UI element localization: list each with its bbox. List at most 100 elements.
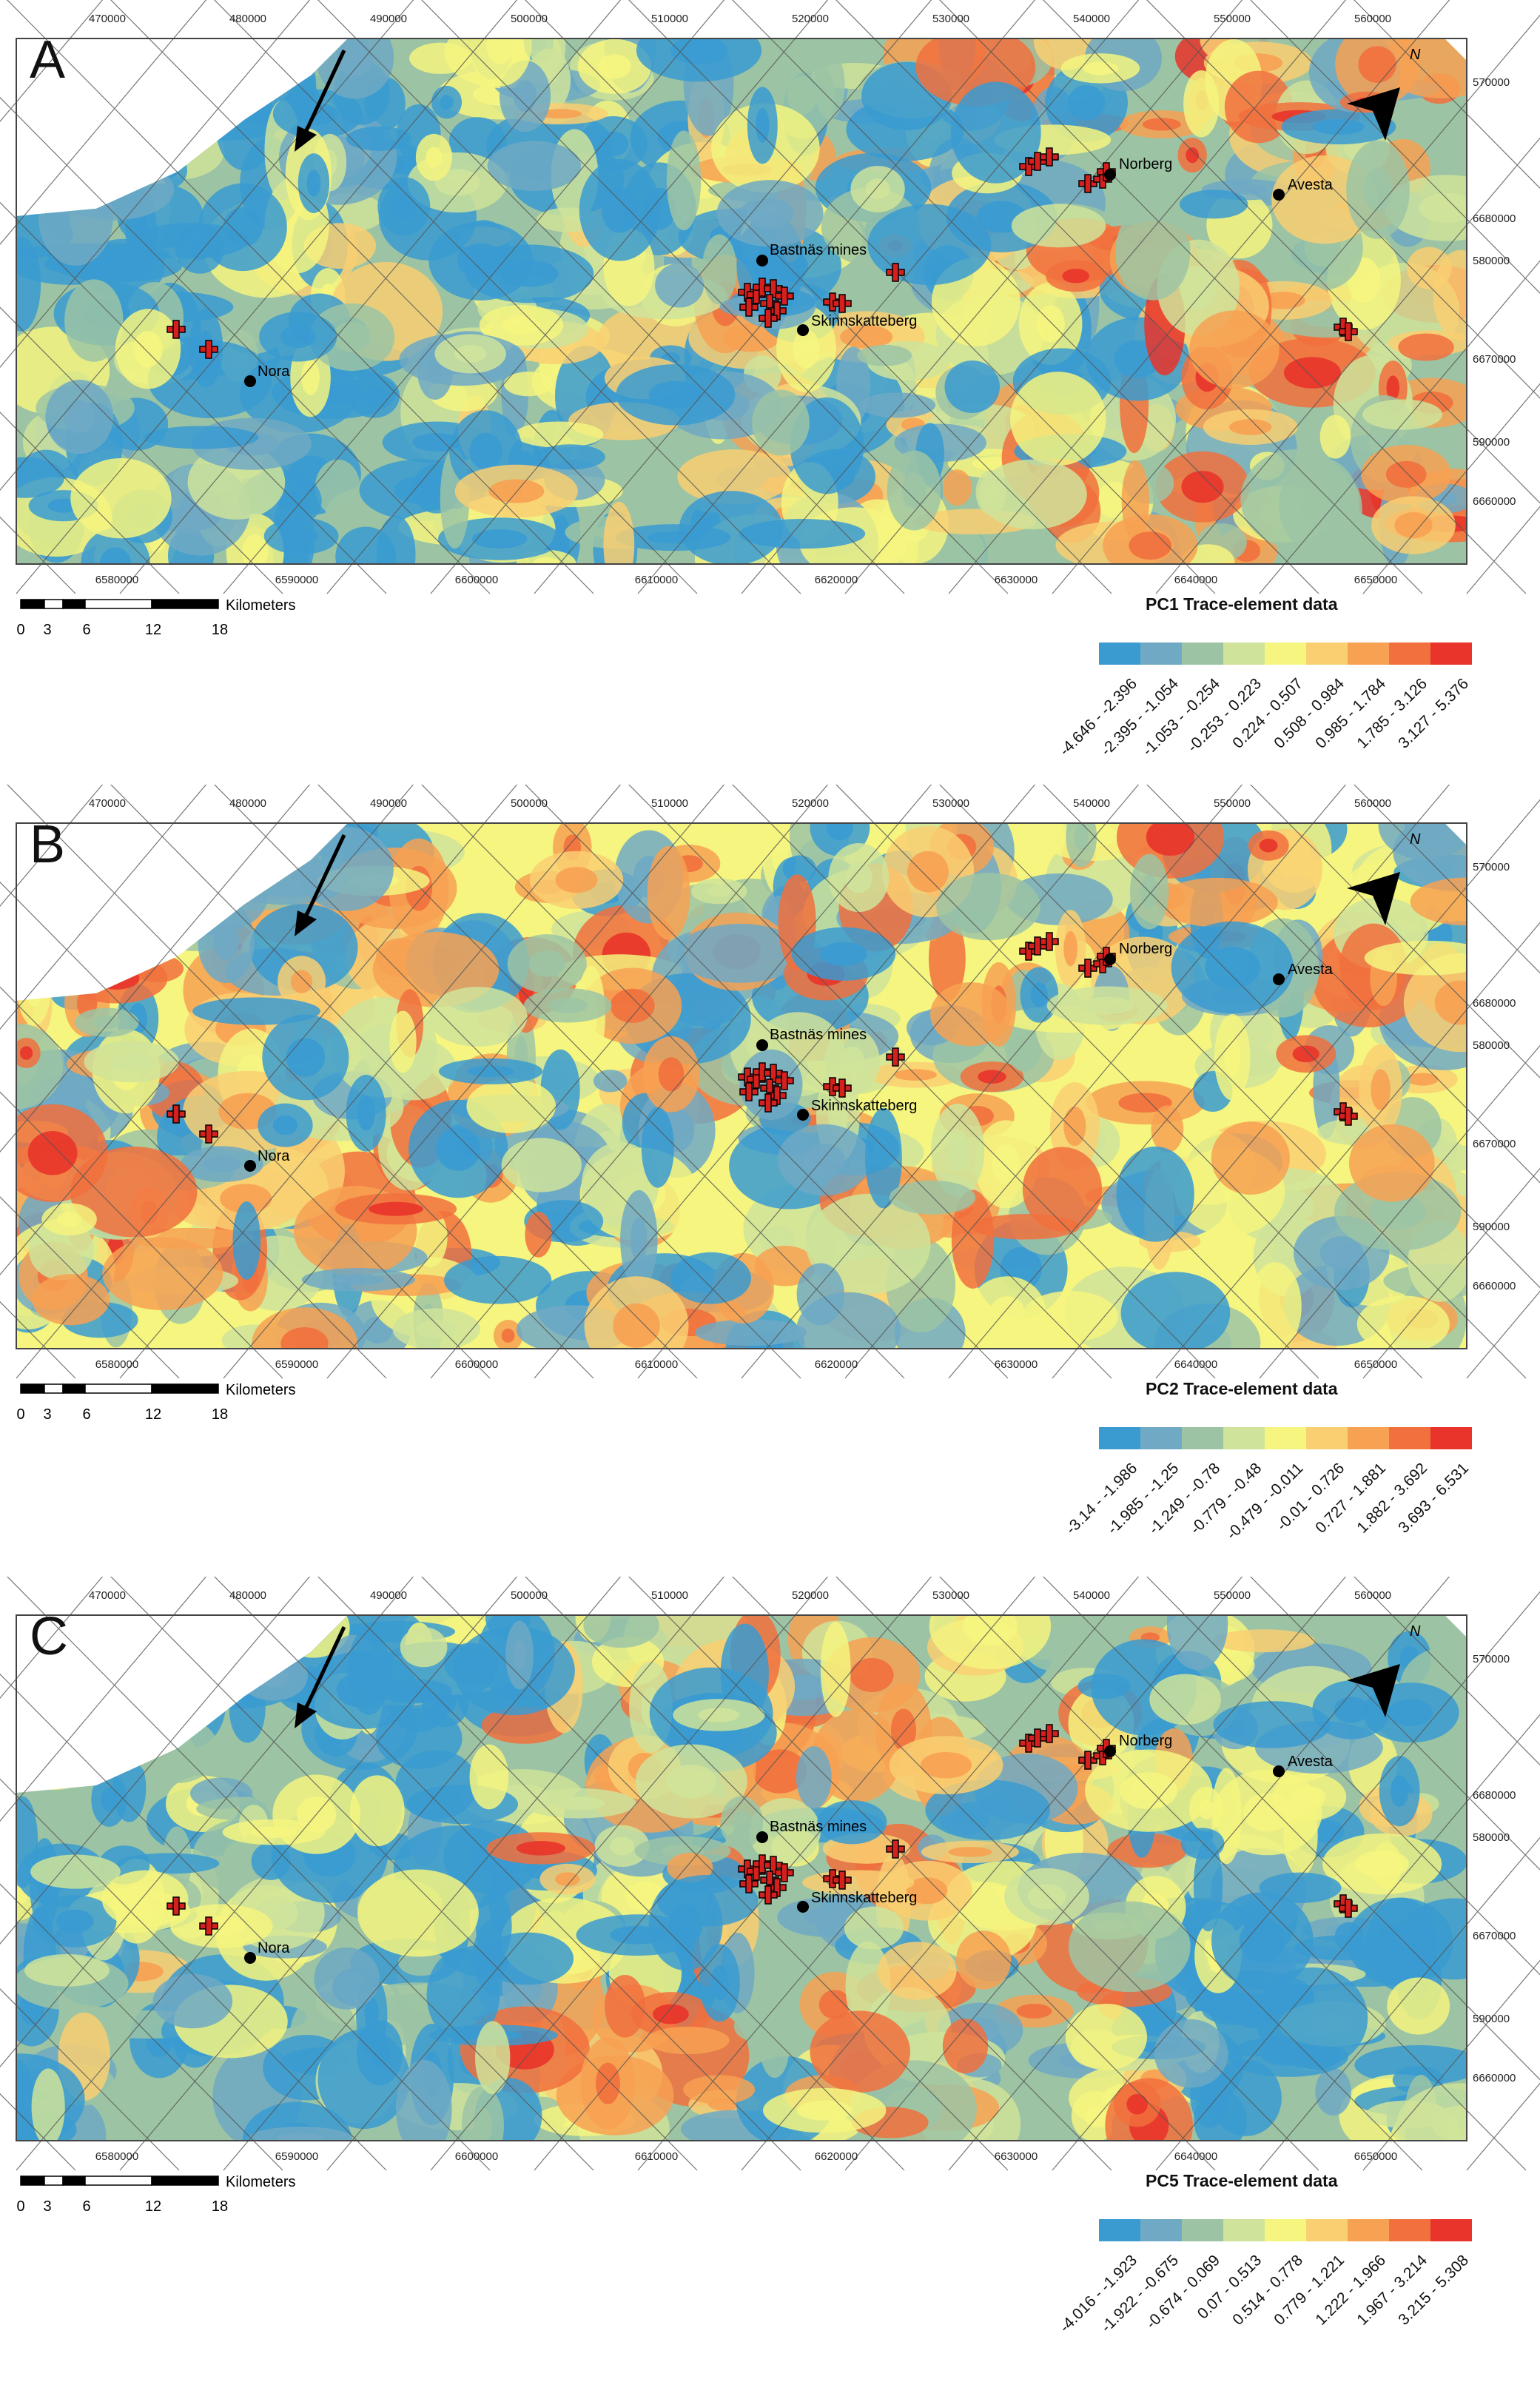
north-arrow-icon: N [1347, 1623, 1421, 1717]
mine-cross-icon [1040, 932, 1059, 951]
bottom-axis-label: 6600000 [455, 1358, 498, 1371]
legend-swatch [1430, 2219, 1472, 2241]
svg-text:Kilometers: Kilometers [226, 597, 295, 614]
svg-text:6: 6 [82, 1406, 90, 1423]
scale-bar: Kilometers 0 3 6 12 18 [16, 1382, 295, 1423]
mine-cross-icon [1078, 1751, 1097, 1770]
town-nora: Nora [244, 1940, 290, 1964]
legend-swatch [1389, 1427, 1430, 1449]
svg-text:6: 6 [82, 2198, 90, 2215]
bottom-axis-label: 6640000 [1174, 2150, 1217, 2163]
town-norberg: Norberg [1104, 941, 1172, 965]
mine-markers [167, 1724, 1358, 1936]
right-axis-label: 6670000 [1473, 353, 1516, 366]
bottom-axis-label: 6650000 [1354, 1358, 1397, 1371]
svg-text:N: N [1410, 1623, 1421, 1640]
mine-cross-icon [739, 298, 759, 317]
legend-swatch [1182, 643, 1223, 665]
mine-cross-icon [833, 294, 852, 313]
bottom-axis-label: 6630000 [995, 574, 1038, 586]
legend-swatch [1306, 1427, 1348, 1449]
legend-swatch [1223, 643, 1265, 665]
town-bastnas: Bastnäs mines [756, 242, 867, 266]
svg-text:3: 3 [43, 2198, 51, 2215]
legend-title: PC5 Trace-element data [1146, 2171, 1338, 2190]
right-axis-label: 590000 [1473, 1221, 1510, 1233]
panel-letter: C [30, 1607, 68, 1666]
legend-swatch [1099, 2219, 1140, 2241]
right-axis-label: 570000 [1473, 1653, 1510, 1665]
mine-cross-icon [1339, 1899, 1358, 1918]
mine-cross-icon [886, 1839, 905, 1859]
right-axis-label: 6660000 [1473, 1280, 1516, 1292]
top-axis-label: 470000 [89, 13, 126, 25]
top-axis-label: 560000 [1354, 1589, 1391, 1602]
town-label: Nora [258, 1148, 290, 1164]
mine-cross-icon [739, 1082, 759, 1101]
legend-swatch [1140, 1427, 1182, 1449]
top-axis-label: 510000 [651, 1589, 688, 1602]
mine-cross-icon [1078, 174, 1097, 193]
legend-color-ramp [1099, 2219, 1472, 2241]
legend-swatch [1182, 2219, 1223, 2241]
right-axis-label: 580000 [1473, 1831, 1510, 1844]
top-axis-label: 530000 [932, 13, 969, 25]
map-svg: 470000 480000 490000 500000 510000 520000 5300… [0, 0, 1540, 638]
svg-text:18: 18 [212, 1406, 228, 1423]
right-axis-label: 6670000 [1473, 1930, 1516, 1942]
right-axis-label: 590000 [1473, 2013, 1510, 2025]
top-axis-label: 560000 [1354, 13, 1391, 25]
legend-title: PC1 Trace-element data [1146, 594, 1338, 614]
right-axis-label: 570000 [1473, 76, 1510, 89]
mine-cross-icon [775, 1071, 794, 1090]
bottom-axis-label: 6590000 [275, 1358, 318, 1371]
panel-letter: A [30, 30, 66, 90]
legend-swatch [1223, 2219, 1265, 2241]
town-label: Nora [258, 1940, 290, 1956]
town-avesta: Avesta [1273, 177, 1334, 201]
legend-swatch [1099, 1427, 1140, 1449]
panel-letter: B [30, 815, 66, 874]
bottom-axis-label: 6610000 [635, 2150, 678, 2163]
town-label: Bastnäs mines [770, 242, 867, 258]
legend-swatch [1265, 643, 1306, 665]
mine-cross-icon [1078, 959, 1097, 978]
svg-text:3: 3 [43, 622, 51, 638]
bottom-axis-label: 6610000 [635, 574, 678, 586]
svg-text:18: 18 [212, 2198, 228, 2215]
bottom-axis-label: 6580000 [95, 2150, 138, 2163]
bottom-axis-label: 6580000 [95, 1358, 138, 1371]
mine-cross-icon [739, 1874, 759, 1893]
mine-cross-icon [199, 1916, 218, 1936]
top-axis-label: 520000 [792, 1589, 829, 1602]
legend-swatch [1306, 643, 1348, 665]
legend-swatch [1348, 1427, 1389, 1449]
town-label: Bastnäs mines [770, 1027, 867, 1043]
mine-cross-icon [886, 1047, 905, 1067]
svg-text:12: 12 [145, 2198, 161, 2215]
legend-swatch [1265, 2219, 1306, 2241]
top-axis-label: 480000 [229, 13, 266, 25]
legend-swatch [1389, 2219, 1430, 2241]
legend-swatch [1348, 2219, 1389, 2241]
town-norberg: Norberg [1104, 156, 1172, 181]
right-axis-label: 6660000 [1473, 2072, 1516, 2084]
town-label: Avesta [1288, 1754, 1334, 1770]
bottom-axis-label: 6650000 [1354, 2150, 1397, 2163]
top-axis-label: 470000 [89, 797, 126, 810]
raster-field [16, 38, 1467, 564]
town-label: Skinnskatteberg [811, 1890, 917, 1906]
town-avesta: Avesta [1273, 962, 1334, 985]
mine-cross-icon [775, 1863, 794, 1882]
mine-cross-icon [167, 1896, 186, 1916]
legend-swatch [1306, 2219, 1348, 2241]
scale-bar: Kilometers 0 3 6 12 18 [16, 2174, 295, 2215]
bottom-axis-label: 6610000 [635, 1358, 678, 1371]
svg-text:Kilometers: Kilometers [226, 1382, 295, 1398]
map-svg: 470000 480000 490000 500000 510000 520000 5300… [0, 1577, 1540, 2215]
graticule [0, 1577, 1540, 2171]
bottom-axis-label: 6640000 [1174, 574, 1217, 586]
legend-swatch [1140, 643, 1182, 665]
top-axis-label: 480000 [229, 797, 266, 810]
mine-cross-icon [833, 1871, 852, 1890]
